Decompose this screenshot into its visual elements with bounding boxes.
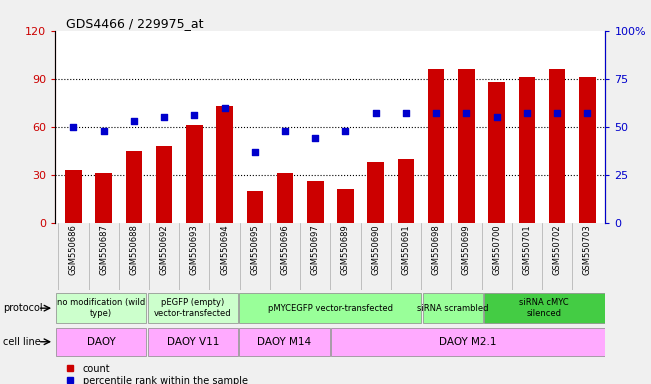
- Bar: [579, 77, 596, 223]
- Bar: [240, 328, 330, 356]
- Legend: count, percentile rank within the sample: count, percentile rank within the sample: [60, 364, 247, 384]
- Text: siRNA scrambled: siRNA scrambled: [417, 304, 488, 313]
- Point: [340, 127, 351, 134]
- Text: GSM550696: GSM550696: [281, 224, 290, 275]
- Point: [249, 149, 260, 155]
- Point: [310, 135, 320, 141]
- Text: pMYCEGFP vector-transfected: pMYCEGFP vector-transfected: [268, 304, 393, 313]
- Bar: [519, 77, 535, 223]
- Bar: [148, 328, 238, 356]
- Text: GSM550691: GSM550691: [402, 224, 410, 275]
- Text: GDS4466 / 229975_at: GDS4466 / 229975_at: [66, 17, 204, 30]
- Bar: [148, 293, 238, 323]
- Point: [401, 110, 411, 116]
- Text: GSM550687: GSM550687: [99, 224, 108, 275]
- Text: GSM550694: GSM550694: [220, 224, 229, 275]
- Text: GSM550699: GSM550699: [462, 224, 471, 275]
- Point: [189, 112, 200, 118]
- Point: [461, 110, 471, 116]
- Bar: [331, 328, 605, 356]
- Bar: [428, 69, 445, 223]
- Point: [370, 110, 381, 116]
- Text: GSM550688: GSM550688: [130, 224, 139, 275]
- Text: GSM550689: GSM550689: [341, 224, 350, 275]
- Bar: [307, 181, 324, 223]
- Bar: [126, 151, 142, 223]
- Text: GSM550686: GSM550686: [69, 224, 78, 275]
- Point: [68, 124, 79, 130]
- Bar: [156, 146, 173, 223]
- Text: DAOY V11: DAOY V11: [167, 337, 219, 347]
- Point: [431, 110, 441, 116]
- Bar: [488, 82, 505, 223]
- Bar: [422, 293, 482, 323]
- Bar: [549, 69, 565, 223]
- Text: pEGFP (empty)
vector-transfected: pEGFP (empty) vector-transfected: [154, 298, 232, 318]
- Text: GSM550698: GSM550698: [432, 224, 441, 275]
- Bar: [367, 162, 384, 223]
- Bar: [216, 106, 233, 223]
- Text: cell line: cell line: [3, 337, 41, 347]
- Text: GSM550701: GSM550701: [522, 224, 531, 275]
- Text: GSM550700: GSM550700: [492, 224, 501, 275]
- Bar: [65, 170, 82, 223]
- Point: [129, 118, 139, 124]
- Text: GSM550697: GSM550697: [311, 224, 320, 275]
- Bar: [96, 173, 112, 223]
- Bar: [56, 293, 146, 323]
- Point: [582, 110, 592, 116]
- Bar: [458, 69, 475, 223]
- Bar: [337, 189, 353, 223]
- Bar: [398, 159, 414, 223]
- Point: [280, 127, 290, 134]
- Text: DAOY M14: DAOY M14: [258, 337, 312, 347]
- Point: [492, 114, 502, 120]
- Bar: [484, 293, 605, 323]
- Point: [219, 104, 230, 111]
- Text: GSM550692: GSM550692: [159, 224, 169, 275]
- Text: GSM550693: GSM550693: [190, 224, 199, 275]
- Bar: [56, 328, 146, 356]
- Point: [98, 127, 109, 134]
- Bar: [277, 173, 294, 223]
- Text: GSM550695: GSM550695: [251, 224, 259, 275]
- Text: DAOY: DAOY: [87, 337, 115, 347]
- Text: no modification (wild
type): no modification (wild type): [57, 298, 145, 318]
- Bar: [247, 191, 263, 223]
- Bar: [240, 293, 421, 323]
- Bar: [186, 125, 202, 223]
- Point: [159, 114, 169, 120]
- Text: GSM550690: GSM550690: [371, 224, 380, 275]
- Point: [521, 110, 532, 116]
- Text: protocol: protocol: [3, 303, 43, 313]
- Text: GSM550703: GSM550703: [583, 224, 592, 275]
- Text: DAOY M2.1: DAOY M2.1: [439, 337, 497, 347]
- Point: [552, 110, 562, 116]
- Text: siRNA cMYC
silenced: siRNA cMYC silenced: [519, 298, 569, 318]
- Text: GSM550702: GSM550702: [553, 224, 562, 275]
